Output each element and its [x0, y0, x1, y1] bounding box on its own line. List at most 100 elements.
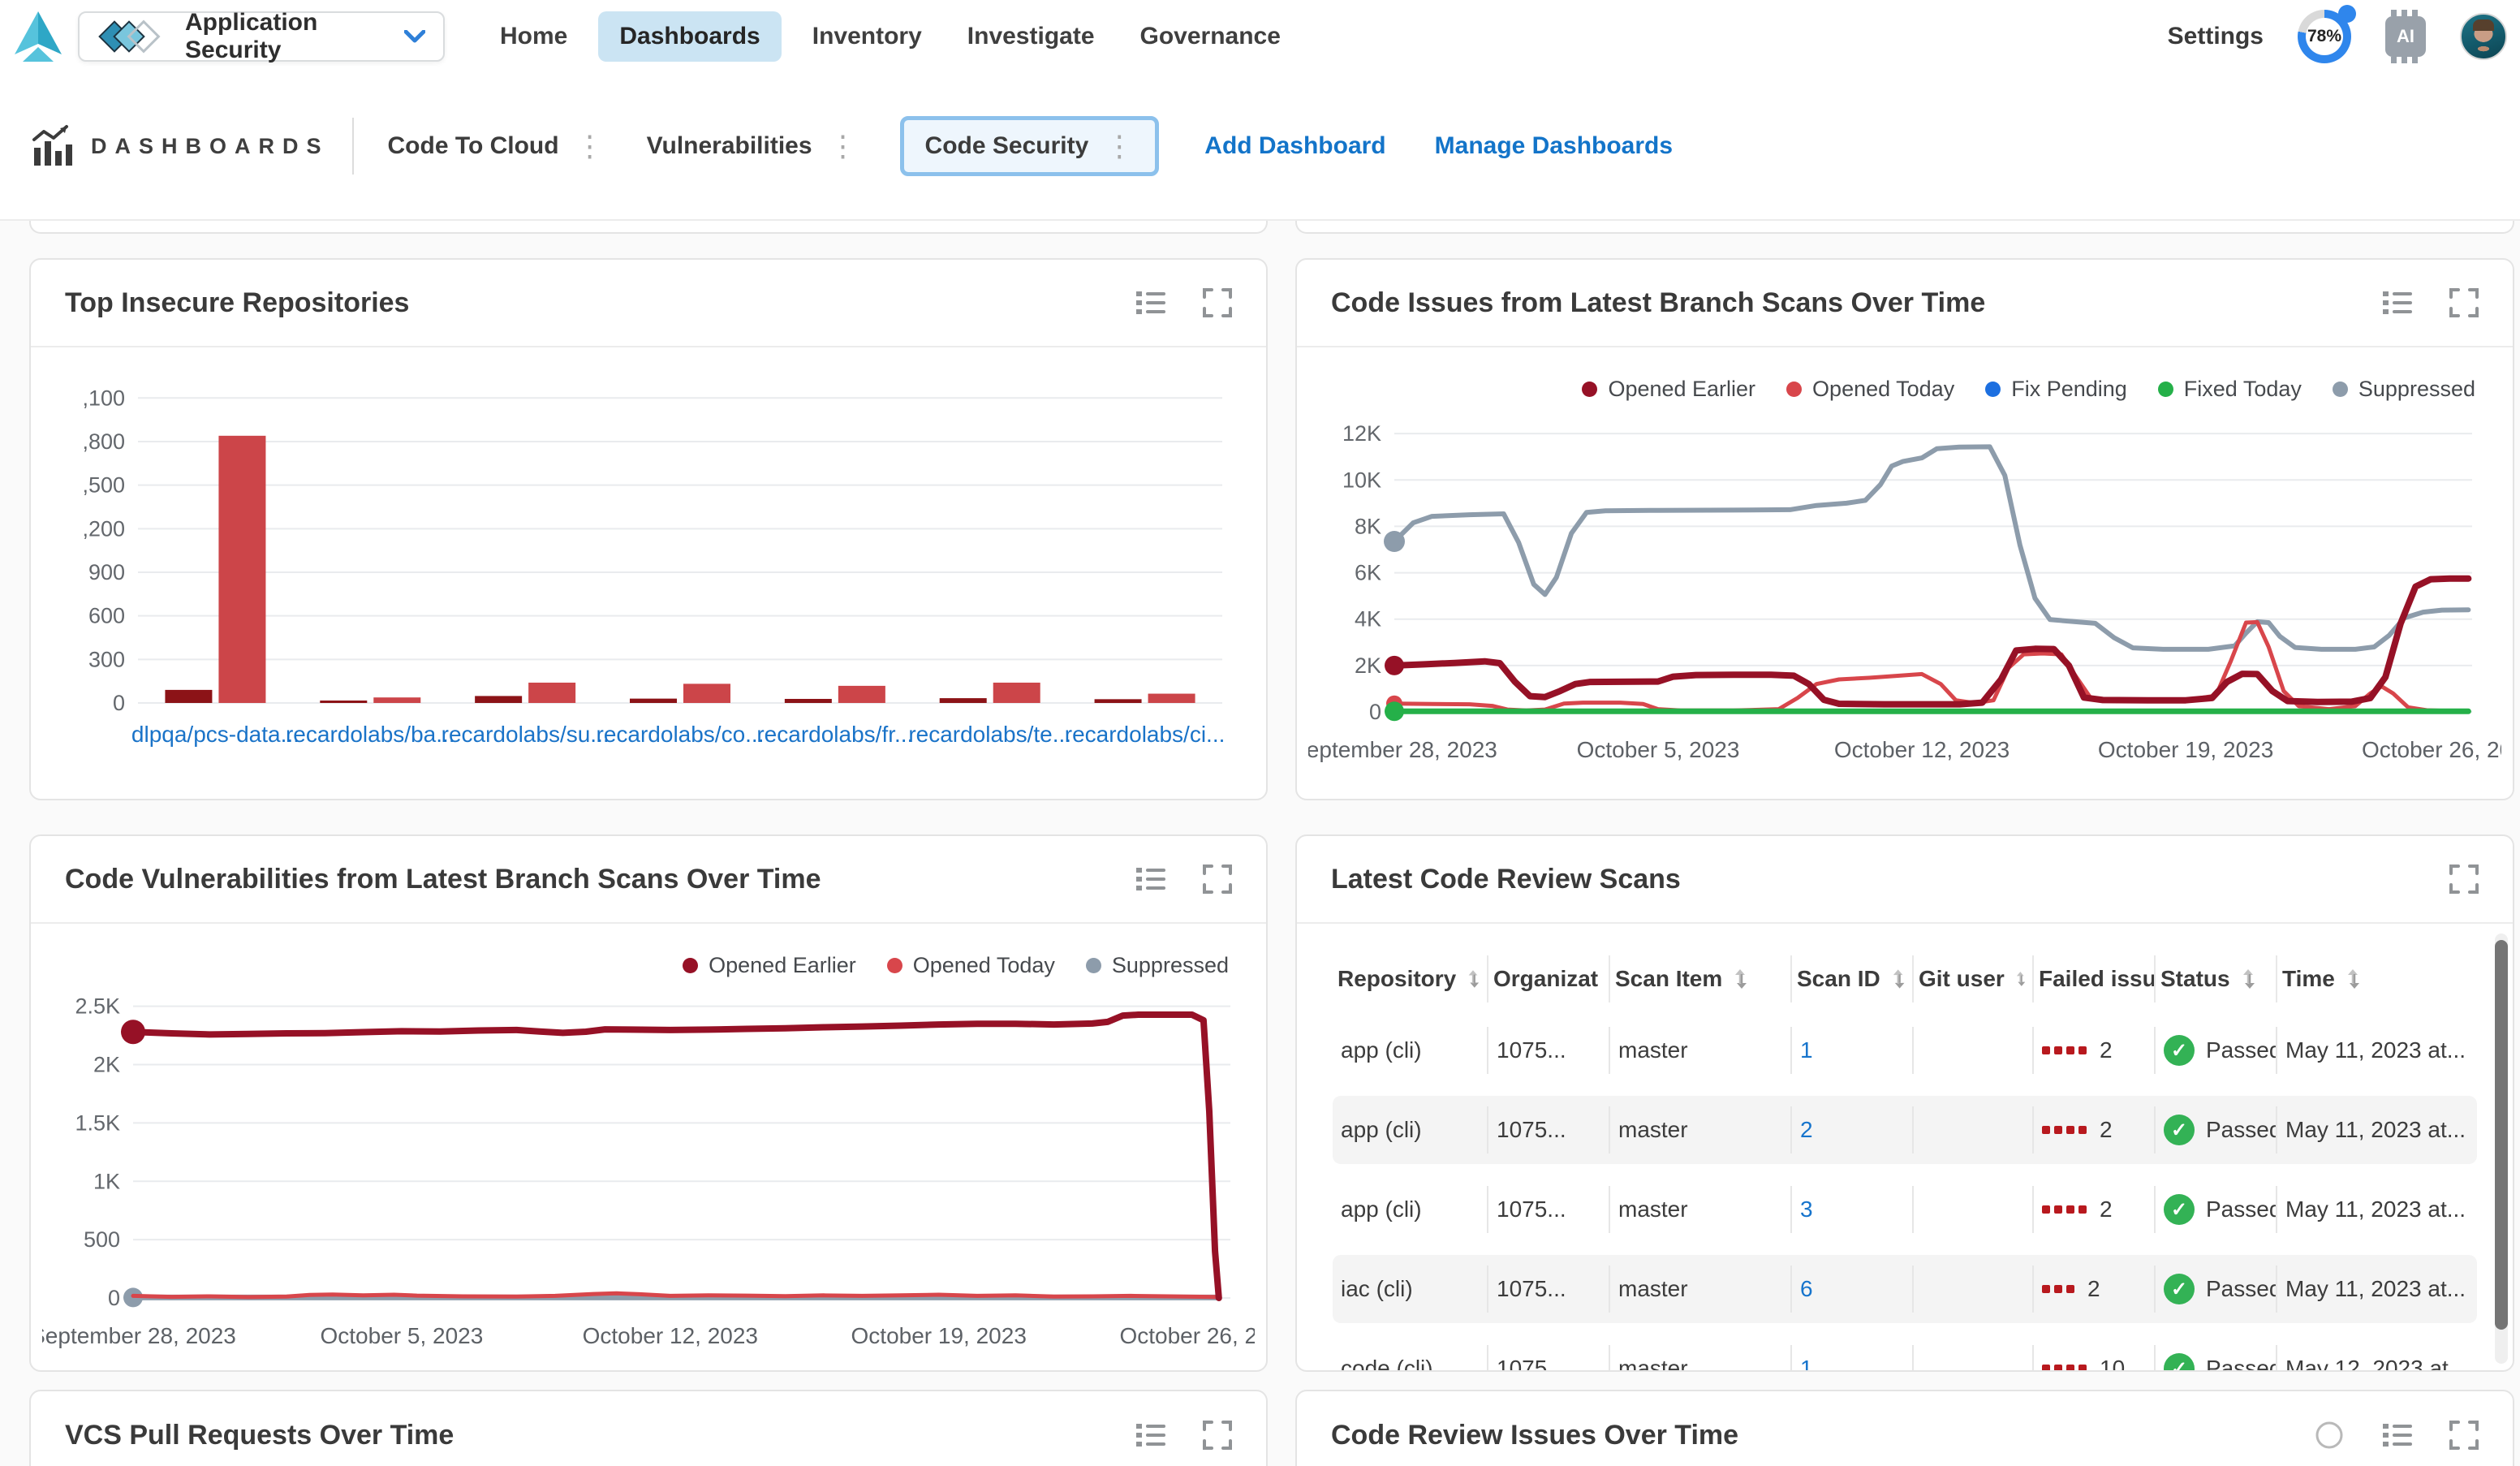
bar[interactable]: [373, 697, 421, 703]
y-axis-tick-label: 1K: [93, 1169, 120, 1193]
prisma-cloud-logo-icon[interactable]: [11, 9, 65, 64]
scan-id-link[interactable]: 6: [1800, 1276, 1813, 1301]
sort-icon[interactable]: [2345, 968, 2363, 990]
cell-status: ✓ Passed: [2156, 1345, 2277, 1370]
cell-scan-item: master: [1610, 1345, 1792, 1370]
legend-item-opened-today[interactable]: Opened Today: [1786, 377, 1954, 402]
code-review-scans-table: Repository Organizat Scan Item Scan ID Git u…: [1297, 924, 2513, 1372]
add-dashboard-link[interactable]: Add Dashboard: [1204, 132, 1386, 159]
kebab-menu-icon[interactable]: ⋮: [1105, 129, 1135, 162]
bar-category-link[interactable]: recardolabs/su...: [442, 722, 610, 747]
bar-category-link[interactable]: recardolabs/co...: [597, 722, 765, 747]
nav-item-investigate[interactable]: Investigate: [967, 23, 1095, 50]
bar[interactable]: [1094, 699, 1142, 703]
sort-icon[interactable]: [1890, 968, 1907, 990]
kebab-menu-icon[interactable]: ⋮: [575, 129, 605, 162]
x-axis-tick-label: September 28, 2023: [42, 1323, 236, 1348]
bar[interactable]: [165, 689, 213, 703]
list-view-icon[interactable]: [1136, 1422, 1165, 1448]
bar[interactable]: [528, 682, 576, 703]
kebab-menu-icon[interactable]: ⋮: [828, 129, 858, 162]
column-header-status[interactable]: Status: [2156, 955, 2277, 1002]
legend-item-opened-earlier[interactable]: Opened Earlier: [1582, 377, 1755, 402]
table-row[interactable]: code (cli) 1075... master 1 10 ✓ Passed May 12,…: [1333, 1334, 2477, 1372]
profile-completion-ring[interactable]: 78%: [2298, 5, 2356, 63]
scan-id-link[interactable]: 1: [1800, 1037, 1813, 1063]
scan-id-link[interactable]: 3: [1800, 1197, 1813, 1222]
bar-category-link[interactable]: dlpqa/pcs-data...: [131, 722, 299, 747]
scan-id-link[interactable]: 2: [1800, 1117, 1813, 1142]
column-header-time[interactable]: Time: [2277, 955, 2480, 1002]
series-line-opened-today: [131, 1291, 1221, 1300]
column-header-scan-id[interactable]: Scan ID: [1792, 955, 1914, 1002]
bar[interactable]: [784, 698, 832, 703]
bar[interactable]: [630, 698, 677, 703]
panel-title: VCS Pull Requests Over Time: [65, 1419, 454, 1451]
bar-category-link[interactable]: recardolabs/fr...: [756, 722, 913, 747]
bar[interactable]: [475, 696, 523, 703]
user-avatar[interactable]: [2460, 13, 2507, 60]
list-view-icon[interactable]: [2383, 1422, 2412, 1448]
column-header-scan-item[interactable]: Scan Item: [1610, 955, 1792, 1002]
legend-item-opened-earlier[interactable]: Opened Earlier: [683, 953, 856, 978]
bar[interactable]: [218, 435, 266, 703]
tab-code-security[interactable]: Code Security ⋮: [899, 116, 1160, 176]
nav-item-dashboards[interactable]: Dashboards: [598, 11, 782, 62]
expand-icon[interactable]: [1203, 865, 1232, 894]
expand-icon[interactable]: [1203, 288, 1232, 317]
bar[interactable]: [939, 698, 987, 703]
expand-icon[interactable]: [2449, 288, 2479, 317]
table-row[interactable]: app (cli) 1075... master 3 2 ✓ Passed May 11, 2…: [1333, 1175, 2477, 1244]
y-axis-tick-label: 0: [1369, 700, 1381, 724]
chevron-down-icon: [404, 30, 425, 43]
ai-copilot-icon[interactable]: AI: [2385, 10, 2426, 63]
nav-item-governance[interactable]: Governance: [1139, 23, 1281, 50]
legend-item-suppressed[interactable]: Suppressed: [1085, 953, 1229, 978]
list-view-icon[interactable]: [1136, 866, 1165, 892]
legend-item-fixed-today[interactable]: Fixed Today: [2157, 377, 2302, 402]
tab-vulnerabilities[interactable]: Vulnerabilities ⋮: [647, 132, 858, 161]
sort-icon[interactable]: [2240, 968, 2258, 990]
column-header-git-user[interactable]: Git user: [1914, 955, 2034, 1002]
bar-category-link[interactable]: recardolabs/te...: [908, 722, 1071, 747]
app-selector[interactable]: Application Security: [78, 9, 445, 63]
legend-item-suppressed[interactable]: Suppressed: [2332, 377, 2475, 402]
cell-scan-id: 1: [1792, 1027, 1914, 1074]
sort-icon[interactable]: [1732, 968, 1750, 990]
cell-scan-item: master: [1610, 1186, 1792, 1233]
legend-label: Opened Earlier: [709, 953, 856, 977]
scan-id-link[interactable]: 1: [1800, 1356, 1813, 1372]
bar[interactable]: [993, 682, 1040, 703]
legend-item-opened-today[interactable]: Opened Today: [886, 953, 1055, 978]
sort-icon[interactable]: [1466, 968, 1482, 990]
bar-category-link[interactable]: recardolabs/ci...: [1065, 722, 1226, 747]
app-selector-diamonds-icon: [98, 19, 161, 54]
table-row[interactable]: iac (cli) 1075... master 6 2 ✓ Passed May 11, 2…: [1333, 1255, 2477, 1323]
list-view-icon[interactable]: [1136, 290, 1165, 316]
table-row[interactable]: app (cli) 1075... master 1 2 ✓ Passed May 11, 2…: [1333, 1016, 2477, 1084]
expand-icon[interactable]: [1203, 1421, 1232, 1450]
column-header-repository[interactable]: Repository: [1333, 955, 1488, 1002]
bar[interactable]: [1148, 693, 1195, 703]
y-axis-tick-label: 0: [113, 691, 125, 715]
bar-category-link[interactable]: recardolabs/ba...: [286, 722, 455, 747]
series-start-dot: [1385, 655, 1404, 675]
nav-item-inventory[interactable]: Inventory: [812, 23, 922, 50]
table-row[interactable]: app (cli) 1075... master 2 2 ✓ Passed May 11, 2…: [1333, 1096, 2477, 1164]
bar[interactable]: [838, 685, 885, 703]
tab-code-to-cloud[interactable]: Code To Cloud ⋮: [388, 132, 605, 161]
list-view-icon[interactable]: [2383, 290, 2412, 316]
x-axis-tick-label: October 5, 2023: [321, 1323, 484, 1348]
bar[interactable]: [320, 701, 368, 703]
settings-button[interactable]: Settings: [2167, 23, 2264, 50]
bar[interactable]: [683, 683, 730, 703]
expand-icon[interactable]: [2449, 865, 2479, 894]
manage-dashboards-link[interactable]: Manage Dashboards: [1434, 132, 1674, 159]
code-issues-legend: Opened Earlier Opened Today Fix Pending Fix…: [1297, 347, 2513, 402]
nav-item-home[interactable]: Home: [500, 23, 568, 50]
expand-icon[interactable]: [2449, 1421, 2479, 1450]
cell-failed-issues: 10: [2034, 1345, 2156, 1370]
legend-item-fix-pending[interactable]: Fix Pending: [1985, 377, 2127, 402]
table-scrollbar-thumb[interactable]: [2495, 940, 2508, 1330]
sort-icon[interactable]: [2014, 968, 2027, 990]
